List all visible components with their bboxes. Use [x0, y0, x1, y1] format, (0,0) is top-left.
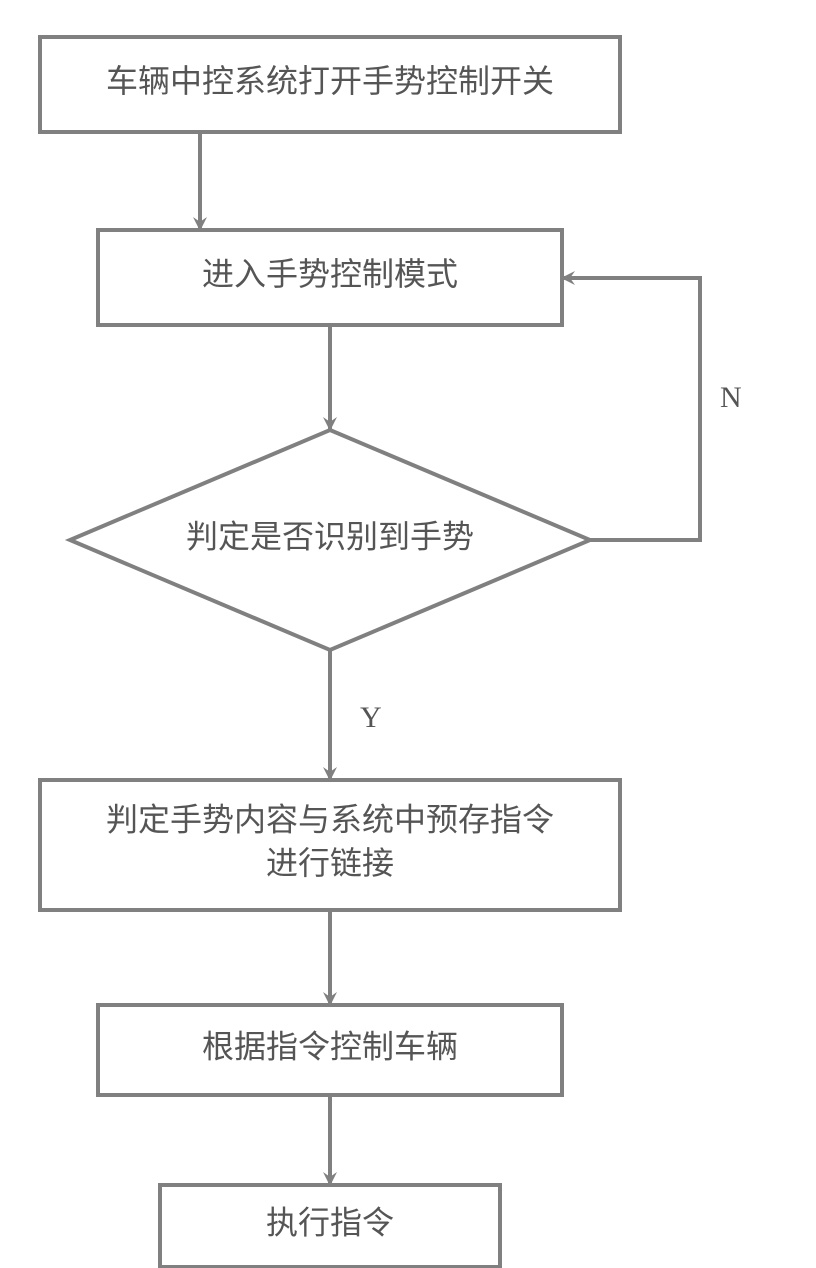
edge-e3: Y: [330, 650, 382, 780]
node-n4-text-1: 进行链接: [266, 845, 394, 881]
node-n3: 判定是否识别到手势: [70, 430, 590, 650]
node-n5-text-0: 根据指令控制车辆: [202, 1028, 458, 1064]
node-n3-text-0: 判定是否识别到手势: [186, 518, 474, 554]
edge-e3-label: Y: [360, 701, 382, 734]
node-n6: 执行指令: [160, 1185, 500, 1267]
edge-e6-label: N: [720, 381, 742, 414]
node-n4: 判定手势内容与系统中预存指令进行链接: [40, 780, 620, 910]
edge-e6: N: [562, 278, 742, 540]
node-n1-text-0: 车辆中控系统打开手势控制开关: [106, 63, 554, 99]
node-n2: 进入手势控制模式: [98, 230, 562, 325]
node-n1: 车辆中控系统打开手势控制开关: [40, 37, 620, 132]
node-n2-text-0: 进入手势控制模式: [202, 256, 458, 292]
node-n6-text-0: 执行指令: [266, 1204, 394, 1240]
node-n4-text-0: 判定手势内容与系统中预存指令: [106, 802, 554, 838]
node-n5: 根据指令控制车辆: [98, 1005, 562, 1095]
